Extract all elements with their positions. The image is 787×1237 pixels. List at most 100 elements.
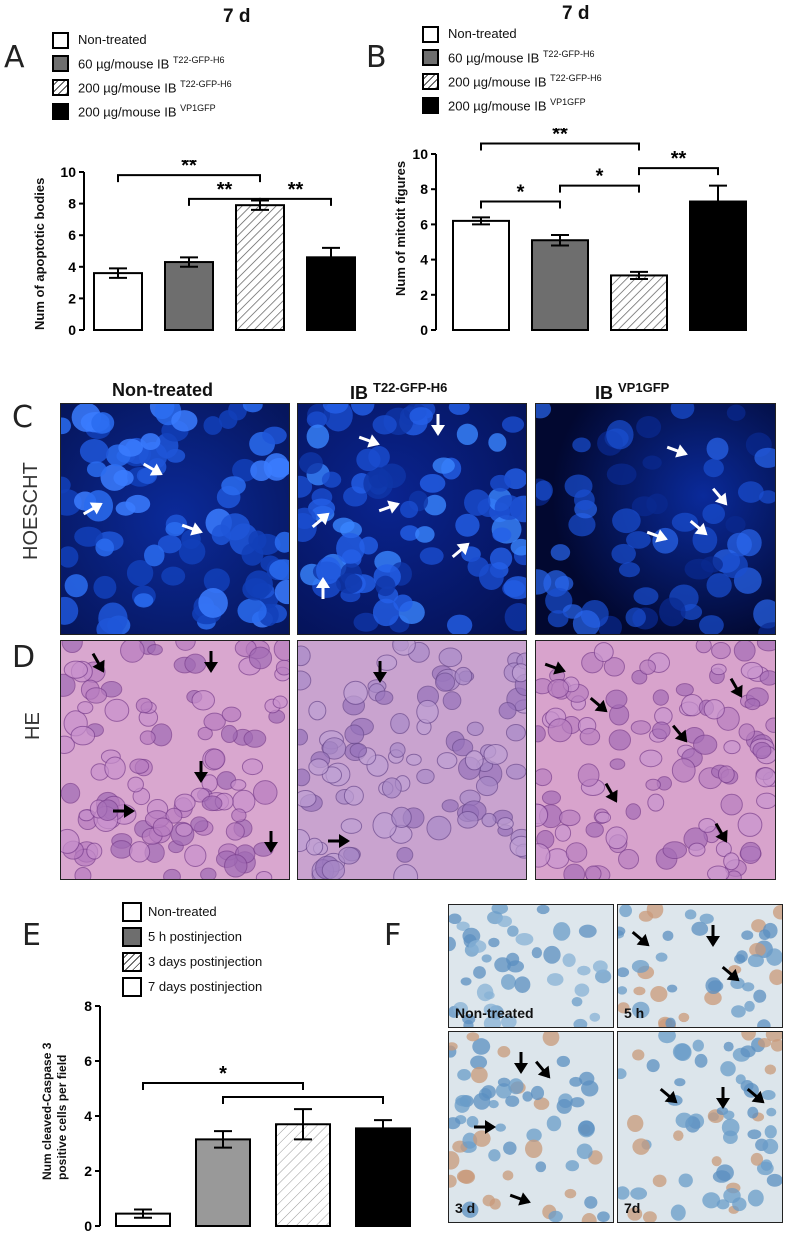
cell-nucleus — [237, 598, 267, 624]
hoescht-image-ib-t22 — [297, 403, 527, 635]
cell-nucleus — [201, 795, 223, 812]
cell-nucleus — [618, 1068, 627, 1080]
y-tick-label: 0 — [420, 322, 428, 338]
cell-nucleus — [218, 410, 238, 429]
arrow-icon — [311, 512, 330, 529]
chart-a-ylabel: Num of apoptotic bodies — [32, 177, 47, 330]
cell-nucleus — [619, 905, 633, 918]
cell-nucleus — [104, 756, 126, 780]
cell-nucleus — [483, 1003, 499, 1016]
cell-nucleus — [606, 463, 637, 486]
cell-nucleus — [731, 1005, 746, 1018]
y-tick-label: 8 — [84, 1000, 92, 1014]
cell-nucleus — [671, 758, 696, 783]
cell-nucleus — [764, 1064, 776, 1075]
panel-label-e: E — [22, 918, 41, 953]
ihc-label-3d: 3 d — [455, 1200, 476, 1216]
cell-nucleus — [502, 1170, 514, 1181]
arrow-icon — [666, 444, 688, 458]
cell-nucleus — [592, 960, 608, 973]
legend-swatch-5h — [122, 927, 142, 947]
cell-nucleus — [481, 954, 492, 963]
cell-nucleus — [336, 532, 365, 564]
cell-nucleus — [198, 588, 228, 618]
cell-nucleus — [751, 919, 766, 933]
cell-nucleus — [633, 587, 659, 606]
cell-nucleus — [699, 615, 724, 634]
cell-nucleus — [110, 840, 133, 859]
cell-nucleus — [572, 437, 591, 453]
cell-nucleus — [633, 986, 646, 996]
cell-nucleus — [306, 411, 328, 429]
cell-nucleus — [390, 712, 410, 735]
cell-nucleus — [419, 547, 444, 565]
arrow-icon — [91, 652, 105, 673]
cell-nucleus — [736, 950, 748, 963]
legend-swatch-3d — [122, 952, 142, 972]
arrow-icon — [358, 434, 380, 448]
bar — [355, 1127, 411, 1227]
cell-nucleus — [449, 1042, 458, 1051]
cell-nucleus — [553, 922, 571, 941]
cell-nucleus — [488, 433, 507, 452]
cell-nucleus — [584, 865, 602, 879]
bar — [531, 239, 589, 331]
cell-nucleus — [597, 1211, 610, 1222]
cell-nucleus — [95, 538, 114, 557]
y-tick-label: 2 — [68, 290, 76, 306]
cell-nucleus — [139, 730, 156, 745]
legend-swatch-vp1 — [52, 103, 69, 120]
chart-e-plot: 0 2 4 6 8 * — [84, 1000, 411, 1234]
cell-nucleus — [321, 471, 342, 488]
cell-nucleus — [466, 1116, 479, 1128]
cell-nucleus — [744, 1000, 755, 1012]
cell-nucleus — [230, 779, 247, 791]
y-tick-label: 10 — [60, 164, 76, 180]
cell-nucleus — [321, 860, 346, 879]
cell-nucleus — [61, 476, 71, 494]
y-tick-label: 4 — [420, 252, 428, 268]
cell-nucleus — [764, 1125, 777, 1139]
cell-nucleus — [559, 809, 581, 827]
cell-nucleus — [298, 728, 309, 746]
cell-nucleus — [372, 415, 397, 435]
cell-nucleus — [754, 447, 775, 468]
micrograph-texture — [449, 1032, 610, 1222]
cell-nucleus — [460, 977, 472, 986]
cell-nucleus — [737, 481, 764, 503]
cell-nucleus — [757, 1019, 771, 1027]
cell-nucleus — [723, 1110, 735, 1120]
cell-nucleus — [191, 690, 215, 711]
cell-nucleus — [61, 417, 72, 435]
cell-nucleus — [631, 669, 648, 685]
ihc-image-3d: 3 d — [448, 1031, 614, 1223]
cell-nucleus — [165, 521, 185, 537]
arrow-icon — [264, 831, 278, 853]
legend-swatch-nontreated — [122, 902, 142, 922]
cell-nucleus — [705, 977, 722, 995]
legend-swatch-vp1 — [422, 97, 439, 114]
arrow-icon — [714, 822, 728, 843]
cell-nucleus — [720, 552, 748, 579]
cell-nucleus — [449, 913, 462, 925]
cell-nucleus — [736, 529, 762, 557]
cell-nucleus — [603, 657, 625, 677]
cell-nucleus — [298, 645, 311, 667]
cell-nucleus — [605, 689, 628, 709]
cell-nucleus — [716, 1199, 730, 1210]
bar — [93, 272, 143, 332]
cell-nucleus — [61, 641, 83, 654]
cell-nucleus — [562, 953, 576, 967]
micrograph-texture — [536, 404, 775, 634]
cell-nucleus — [416, 768, 435, 785]
cell-nucleus — [673, 1130, 684, 1141]
he-image-ib-vp1 — [535, 640, 776, 880]
legend-swatch-60 — [422, 49, 439, 66]
cell-nucleus — [492, 527, 512, 543]
cell-nucleus — [500, 1015, 517, 1027]
cell-nucleus — [406, 753, 422, 766]
cell-nucleus — [381, 777, 402, 799]
cell-nucleus — [298, 768, 311, 787]
cell-nucleus — [466, 721, 484, 736]
